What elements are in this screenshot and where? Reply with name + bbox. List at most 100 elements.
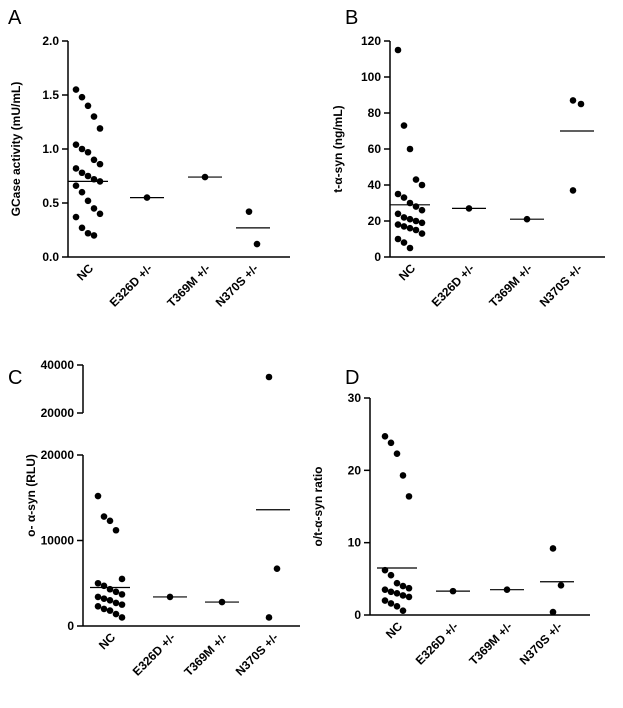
y-tick-label: 10000	[41, 534, 75, 548]
panel-label: D	[345, 367, 359, 389]
data-point	[394, 235, 402, 243]
panel-label: C	[8, 367, 22, 389]
data-point	[387, 600, 395, 607]
data-point	[72, 86, 80, 93]
x-tick-label: E326D +/-	[107, 261, 155, 309]
data-point	[399, 592, 407, 599]
y-tick-label: 0	[374, 250, 381, 264]
data-point	[118, 591, 126, 598]
data-point	[569, 97, 577, 104]
data-point	[112, 599, 120, 607]
data-point	[94, 593, 102, 601]
data-point	[577, 100, 585, 108]
x-tick-label: N370S +/-	[233, 630, 281, 678]
data-point	[418, 206, 426, 214]
data-point	[94, 492, 102, 500]
data-point	[406, 215, 414, 223]
data-point	[72, 141, 80, 148]
data-point	[96, 210, 104, 218]
data-point	[84, 197, 92, 205]
data-point	[549, 608, 557, 616]
data-point	[253, 240, 261, 248]
data-point	[72, 213, 80, 221]
y-tick-label: 10	[348, 536, 362, 550]
y-tick-label: 1.5	[42, 88, 59, 102]
y-tick-label: 120	[361, 34, 381, 48]
y-axis-label: o/t-α-syn ratio	[311, 466, 325, 546]
data-point	[387, 588, 395, 596]
x-tick-label: E326D +/-	[130, 630, 178, 678]
data-point	[84, 229, 92, 237]
data-point	[118, 601, 126, 608]
data-point	[399, 472, 407, 479]
data-point	[569, 187, 577, 194]
data-point	[78, 145, 86, 153]
data-point	[106, 517, 114, 525]
x-tick-label: T369M +/-	[466, 619, 515, 668]
data-point	[106, 607, 114, 614]
data-point	[418, 181, 426, 189]
y-axis-label: o- α-syn (RLU)	[24, 454, 38, 537]
data-point	[106, 597, 114, 604]
data-point	[381, 433, 389, 440]
data-point	[418, 219, 426, 227]
data-point	[400, 122, 408, 129]
y-tick-label: 1.0	[42, 142, 59, 156]
y-tick-label: 40	[368, 178, 382, 192]
y-tick-label: 20000	[41, 406, 75, 420]
y-tick-label: 0	[354, 608, 361, 622]
data-point	[405, 493, 413, 500]
data-point	[78, 93, 86, 101]
data-point	[106, 585, 114, 593]
x-tick-label: T369M +/-	[181, 630, 230, 679]
y-tick-label: 0.0	[42, 250, 59, 264]
x-tick-label: N370S +/-	[537, 261, 585, 309]
data-point	[112, 588, 120, 596]
data-point	[96, 160, 104, 168]
x-tick-label: N370S +/-	[517, 619, 565, 667]
x-tick-label: NC	[74, 261, 96, 283]
y-tick-label: 60	[368, 142, 382, 156]
data-point	[394, 210, 402, 218]
data-point	[405, 584, 413, 592]
x-tick-label: E326D +/-	[413, 619, 461, 667]
data-point	[90, 205, 98, 212]
data-point	[100, 595, 108, 602]
data-point	[418, 230, 426, 237]
x-tick-label: T369M +/-	[164, 261, 213, 310]
data-point	[394, 190, 402, 198]
data-point	[94, 579, 102, 587]
y-tick-label: 20	[368, 214, 382, 228]
y-tick-label: 2.0	[42, 34, 59, 48]
data-point	[96, 125, 104, 132]
x-tick-label: T369M +/-	[486, 261, 535, 310]
data-point	[245, 208, 253, 215]
data-point	[387, 571, 395, 579]
y-tick-label: 0.5	[42, 196, 59, 210]
data-point	[84, 102, 92, 110]
data-point	[406, 224, 414, 232]
data-point	[84, 172, 92, 180]
data-point	[265, 614, 273, 621]
data-point	[393, 450, 401, 457]
data-point	[78, 224, 86, 232]
data-point	[549, 545, 557, 552]
data-point	[412, 226, 420, 234]
data-point	[393, 603, 401, 610]
panel-label: B	[345, 7, 358, 29]
data-point	[112, 610, 120, 618]
data-point	[394, 46, 402, 54]
data-point	[381, 586, 389, 593]
y-axis-label: GCase activity (mU/mL)	[9, 82, 23, 217]
data-point	[412, 217, 420, 225]
panel-label: A	[8, 7, 22, 29]
x-tick-label: E326D +/-	[429, 261, 477, 309]
y-tick-label: 0	[67, 619, 74, 633]
data-point	[94, 603, 102, 610]
x-tick-label: N370S +/-	[213, 261, 261, 309]
y-tick-label: 40000	[41, 358, 75, 372]
data-point	[406, 145, 414, 153]
data-point	[90, 156, 98, 164]
y-tick-label: 100	[361, 70, 381, 84]
